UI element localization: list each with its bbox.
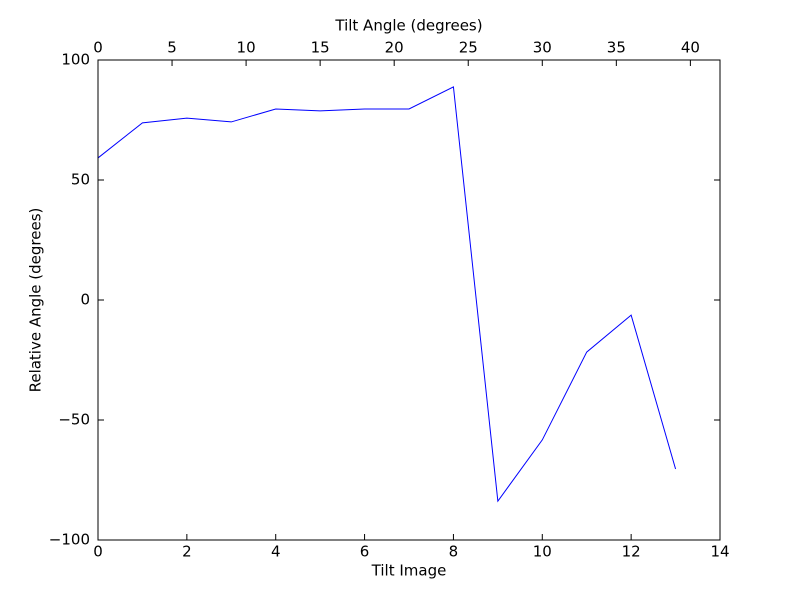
x-tick-label: 0 (93, 543, 103, 561)
x-tick-label: 6 (360, 543, 370, 561)
x-tick-label: 4 (271, 543, 281, 561)
y-tick-label: 50 (71, 171, 90, 189)
x-tick-label: 10 (533, 543, 552, 561)
x2-tick-label: 25 (459, 39, 478, 57)
y-tick-label: 0 (80, 291, 90, 309)
y-tick-label: −100 (49, 531, 90, 549)
plot-frame (97, 59, 721, 541)
line-series (97, 86, 677, 503)
x-tick-label: 2 (182, 543, 192, 561)
x2-tick-label: 20 (385, 39, 404, 57)
x-axis-label: Tilt Image (371, 562, 447, 580)
x2-tick-label: 5 (167, 39, 177, 57)
x2-tick-label: 15 (311, 39, 330, 57)
x2-tick-label: 30 (533, 39, 552, 57)
x2-tick-label: 0 (93, 39, 103, 57)
x-tick-label: 14 (710, 543, 729, 561)
x-tick-label: 12 (622, 543, 641, 561)
y-tick-label: −50 (58, 411, 90, 429)
y-tick-label: 100 (61, 51, 90, 69)
x2-tick-label: 35 (607, 39, 626, 57)
x2-tick-label: 10 (237, 39, 256, 57)
x-tick-label: 8 (449, 543, 459, 561)
y-axis-label: Relative Angle (degrees) (27, 208, 45, 393)
x2-axis-label: Tilt Angle (degrees) (334, 17, 482, 35)
x2-tick-label: 40 (681, 39, 700, 57)
